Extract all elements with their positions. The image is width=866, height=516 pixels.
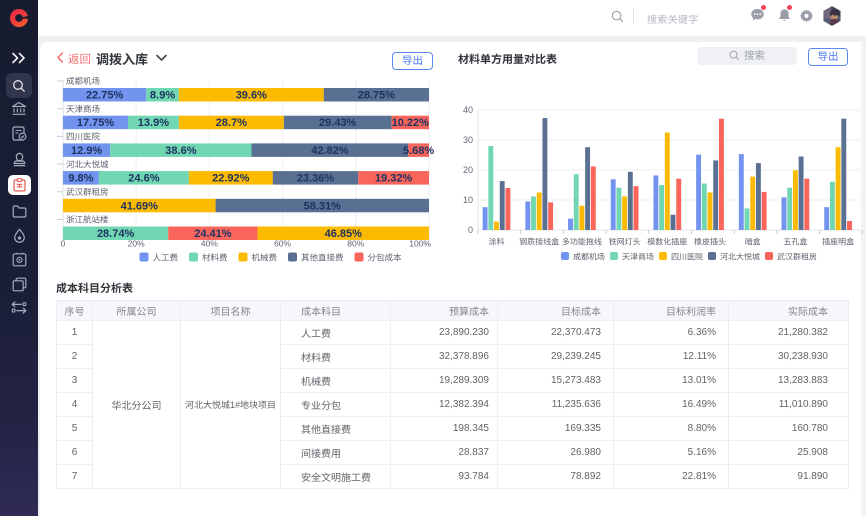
svg-text:19.32%: 19.32% — [375, 173, 413, 185]
svg-text:28.74%: 28.74% — [97, 228, 135, 240]
svg-text:武汉群租房: 武汉群租房 — [777, 253, 817, 262]
svg-text:0: 0 — [61, 239, 66, 249]
svg-text:河北大悦城: 河北大悦城 — [720, 253, 760, 262]
svg-text:40%: 40% — [201, 239, 218, 249]
svg-text:浙江航站楼: 浙江航站楼 — [66, 215, 109, 225]
svg-text:22.92%: 22.92% — [212, 173, 250, 185]
svg-text:80%: 80% — [347, 239, 364, 249]
svg-text:涂料: 涂料 — [489, 238, 505, 247]
svg-text:成都机场: 成都机场 — [573, 253, 605, 262]
svg-text:10: 10 — [463, 195, 473, 205]
svg-text:20: 20 — [463, 165, 473, 175]
svg-text:30: 30 — [463, 135, 473, 145]
svg-text:46.85%: 46.85% — [325, 228, 363, 240]
svg-text:60%: 60% — [274, 239, 291, 249]
svg-text:24.6%: 24.6% — [128, 173, 159, 185]
svg-text:28.7%: 28.7% — [216, 117, 247, 129]
svg-text:22.75%: 22.75% — [86, 90, 124, 102]
svg-text:钢质接线盒: 钢质接线盒 — [519, 238, 559, 247]
svg-text:17.75%: 17.75% — [77, 117, 115, 129]
svg-text:五孔盒: 五孔盒 — [783, 238, 807, 247]
svg-text:12.9%: 12.9% — [71, 145, 102, 157]
svg-text:河北大悦城: 河北大悦城 — [66, 159, 109, 169]
svg-text:材料费: 材料费 — [202, 253, 228, 263]
svg-text:暗盒: 暗盒 — [745, 238, 761, 247]
svg-text:58.31%: 58.31% — [304, 200, 342, 212]
svg-text:38.6%: 38.6% — [165, 145, 196, 157]
svg-text:20%: 20% — [128, 239, 145, 249]
svg-text:武汉群租房: 武汉群租房 — [66, 187, 109, 197]
svg-text:分包成本: 分包成本 — [368, 253, 403, 263]
svg-text:成都机场: 成都机场 — [66, 76, 100, 86]
svg-text:四川医院: 四川医院 — [66, 132, 101, 142]
svg-text:13.9%: 13.9% — [138, 117, 169, 129]
svg-text:9.8%: 9.8% — [68, 173, 93, 185]
svg-text:天津商场: 天津商场 — [622, 253, 654, 262]
svg-text:模数化插座: 模数化插座 — [647, 238, 687, 247]
svg-text:39.6%: 39.6% — [236, 90, 267, 102]
svg-text:40: 40 — [463, 105, 473, 115]
svg-text:29.43%: 29.43% — [319, 117, 357, 129]
svg-text:5.68%: 5.68% — [403, 145, 434, 157]
svg-text:橡皮插头: 橡皮插头 — [694, 238, 726, 247]
svg-text:10.22%: 10.22% — [392, 117, 430, 129]
svg-text:100%: 100% — [409, 239, 431, 249]
svg-text:24.41%: 24.41% — [194, 228, 232, 240]
svg-text:人工费: 人工费 — [153, 253, 179, 263]
svg-text:天津商场: 天津商场 — [66, 104, 100, 114]
svg-text:多功能拖线: 多功能拖线 — [562, 238, 602, 247]
svg-text:41.69%: 41.69% — [121, 200, 159, 212]
svg-text:铁网灯头: 铁网灯头 — [609, 238, 641, 247]
svg-text:插座明盒: 插座明盒 — [822, 238, 854, 247]
svg-text:42.82%: 42.82% — [311, 145, 349, 157]
svg-text:28.75%: 28.75% — [358, 90, 396, 102]
svg-text:其他直接费: 其他直接费 — [301, 253, 344, 263]
svg-text:23.36%: 23.36% — [297, 173, 335, 185]
svg-text:机械费: 机械费 — [252, 253, 278, 263]
svg-text:8.9%: 8.9% — [150, 90, 175, 102]
svg-text:0: 0 — [468, 225, 473, 235]
svg-text:四川医院: 四川医院 — [671, 253, 703, 262]
